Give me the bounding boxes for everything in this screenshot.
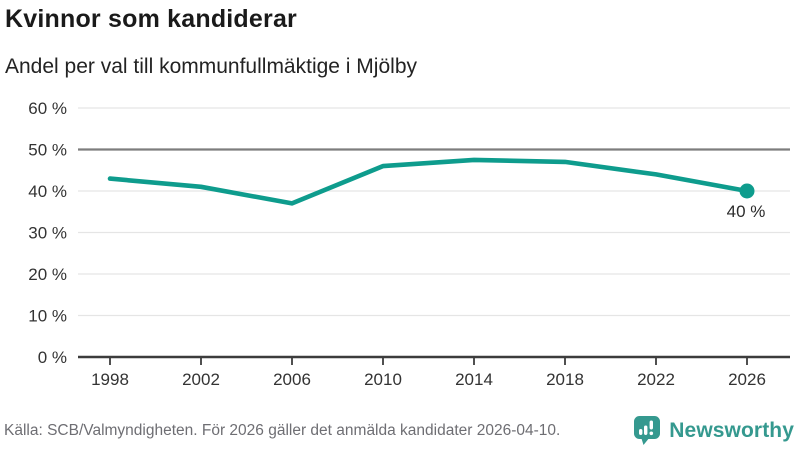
newsworthy-logo[interactable]: Newsworthy [633,415,794,446]
x-tick-label: 2006 [273,370,311,389]
x-tick-label: 1998 [91,370,129,389]
end-point-label: 40 % [727,202,766,221]
y-tick-label: 30 % [28,224,67,243]
page-title: Kvinnor som kandiderar [5,5,297,33]
x-tick-label: 2026 [728,370,766,389]
trend-line [107,157,750,206]
footer: Källa: SCB/Valmyndigheten. För 2026 gäll… [0,415,800,446]
x-tick-label: 2018 [546,370,584,389]
newsworthy-bubble-icon [634,416,661,445]
line-chart: 0 % 10 % 20 % 30 % 40 % 50 % 60 % 1998 2002 2006 2… [28,99,790,389]
x-tick-label: 2014 [455,370,493,389]
x-tick-label: 2022 [637,370,675,389]
x-tick-label: 2002 [182,370,220,389]
source-note: Källa: SCB/Valmyndigheten. För 2026 gäll… [4,421,561,439]
y-tick-label: 10 % [28,307,67,326]
end-point-dot [739,183,755,199]
y-tick-label: 60 % [28,99,67,118]
y-tick-label: 40 % [28,182,67,201]
x-tick-label: 2010 [364,370,402,389]
y-tick-label: 20 % [28,265,67,284]
y-tick-label: 0 % [38,348,67,367]
chart-subtitle: Andel per val till kommunfullmäktige i M… [5,55,417,78]
y-tick-label: 50 % [28,141,67,160]
newsworthy-logo-text: Newsworthy [669,418,794,442]
